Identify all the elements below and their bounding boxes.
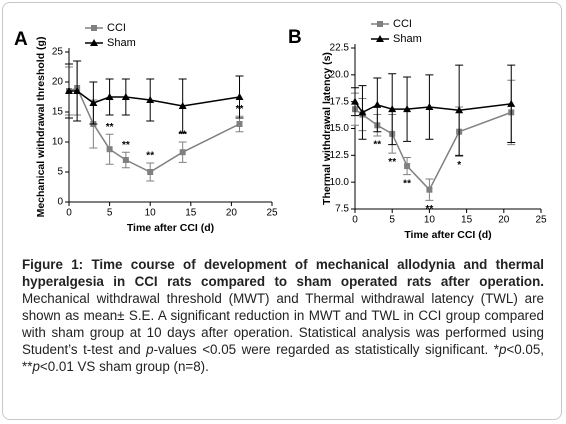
y-tick-label: 17.5 [330, 96, 350, 107]
x-tick-label: 5 [389, 215, 395, 226]
legend-marker [90, 39, 98, 46]
marker [89, 99, 98, 106]
caption-text: p [498, 342, 507, 357]
y-tick-label: 0 [57, 197, 63, 208]
x-axis-title: Time after CCI (d) [127, 222, 214, 234]
significance-label: ** [426, 204, 434, 215]
marker [388, 105, 397, 113]
marker [178, 102, 187, 109]
y-tick-label: 25 [52, 47, 64, 58]
x-tick-label: 20 [498, 215, 510, 226]
caption-text: p [32, 359, 40, 374]
marker [121, 93, 130, 100]
significance-label: ** [388, 157, 396, 168]
significance-label: ** [122, 140, 130, 151]
y-tick-label: 10 [52, 137, 64, 148]
x-tick-label: 15 [461, 215, 473, 226]
y-tick-label: 20 [52, 77, 64, 88]
x-axis-title: Time after CCI (d) [404, 229, 491, 241]
marker [404, 163, 411, 170]
legend-label: Sham [107, 37, 136, 49]
marker [425, 103, 434, 111]
y-tick-label: 22.5 [330, 43, 350, 54]
figure-frame [2, 2, 562, 420]
x-tick-label: 25 [266, 208, 278, 219]
marker [235, 93, 244, 100]
marker [426, 186, 433, 193]
marker [455, 106, 464, 114]
x-tick-label: 10 [145, 208, 157, 219]
legend-label: Sham [393, 33, 422, 45]
marker [105, 93, 114, 100]
caption-text: <0.01 VS sham group (n=8). [39, 359, 209, 374]
marker [351, 97, 359, 105]
significance-label: ** [146, 151, 154, 162]
x-tick-label: 20 [226, 208, 238, 219]
caption-text: p [146, 342, 154, 357]
x-tick-label: 10 [424, 215, 436, 226]
marker [403, 105, 412, 113]
y-tick-label: 12.5 [330, 150, 350, 161]
series-line [354, 101, 512, 114]
x-tick-label: 15 [185, 208, 197, 219]
marker [507, 99, 516, 107]
caption-text: <0.05, ** [22, 342, 544, 374]
figure: A 0 5 10 15 20 25 0 5 10 15 20 25 Time after CCI (d) M… [14, 18, 547, 241]
legend-marker [377, 21, 383, 27]
caption-title: Figure 1: Time course of development of … [22, 257, 544, 289]
significance-label: ** [106, 122, 114, 133]
marker [147, 169, 154, 175]
y-axis-title: Thermal withdrawal latency (s) [321, 52, 333, 205]
y-tick-label: 15.0 [330, 123, 350, 134]
panel-label: B [288, 27, 302, 48]
marker [146, 96, 155, 103]
y-axis-title: Mechanical withdrawal threshold (g) [35, 37, 47, 218]
marker [358, 108, 367, 116]
caption: Figure 1: Time course of development of … [22, 256, 544, 375]
caption-text: Mechanical withdrawal threshold (MWT) an… [22, 291, 544, 357]
y-tick-label: 20.0 [330, 69, 350, 80]
x-tick-label: 0 [66, 208, 72, 219]
y-tick-label: 7.5 [335, 204, 349, 215]
marker [65, 87, 73, 94]
legend-marker [91, 25, 97, 31]
marker [106, 146, 113, 153]
marker [179, 149, 186, 156]
marker [122, 157, 129, 163]
significance-label: * [457, 160, 461, 171]
y-tick-label: 15 [52, 107, 64, 118]
y-tick-label: 5 [57, 167, 63, 178]
caption-text: -values <0.05 were regarded as statistic… [153, 342, 499, 357]
legend-label: CCI [393, 18, 412, 30]
y-tick-label: 10.0 [330, 177, 350, 188]
x-tick-label: 5 [107, 208, 113, 219]
x-tick-label: 25 [535, 215, 547, 226]
significance-label: ** [373, 140, 381, 151]
legend-marker [376, 35, 384, 42]
marker [373, 100, 382, 108]
marker [236, 121, 243, 127]
significance-label: ** [179, 130, 187, 141]
significance-label: ** [403, 178, 411, 189]
panel-label: A [14, 29, 28, 50]
marker [73, 87, 82, 94]
legend-label: CCI [107, 22, 126, 34]
x-tick-label: 0 [352, 215, 358, 226]
